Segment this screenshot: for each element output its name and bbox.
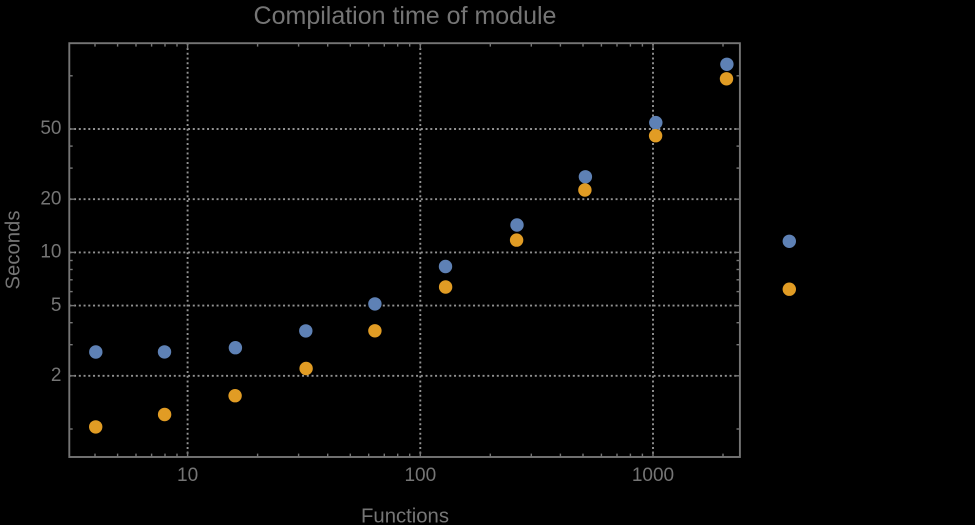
svg-text:10: 10 (177, 465, 198, 486)
svg-text:Compilation time of module: Compilation time of module (254, 2, 557, 30)
svg-text:5: 5 (51, 295, 62, 316)
svg-text:50: 50 (40, 118, 61, 139)
svg-text:Seconds: Seconds (3, 211, 25, 290)
svg-text:2: 2 (51, 365, 62, 386)
svg-text:10: 10 (40, 242, 61, 263)
svg-text:Functions: Functions (361, 506, 449, 525)
svg-text:1000: 1000 (632, 465, 674, 486)
svg-text:20: 20 (40, 188, 61, 209)
svg-text:100: 100 (404, 465, 436, 486)
